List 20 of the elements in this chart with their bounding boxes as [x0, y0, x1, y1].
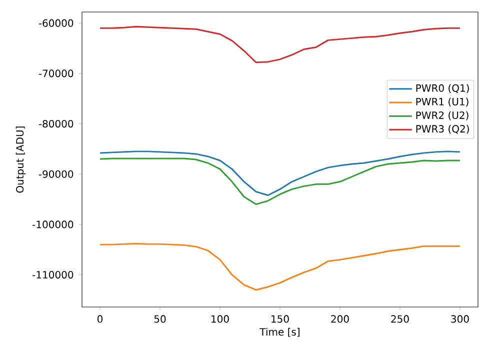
- legend-label: PWR2 (U2): [416, 111, 468, 120]
- y-axis-title: Output [ADU]: [16, 126, 26, 193]
- x-tick-label: 0: [97, 315, 103, 323]
- x-tick-label: 100: [212, 315, 229, 323]
- y-tick-label: -60000: [38, 19, 74, 27]
- y-tick-label: -100000: [32, 220, 74, 228]
- legend-label: PWR3 (Q2): [416, 124, 469, 134]
- line-series: [99, 26, 461, 64]
- x-tick-label: 200: [331, 315, 349, 323]
- x-tick-label: 250: [391, 315, 409, 323]
- y-tick-label: -80000: [38, 120, 74, 128]
- x-tick-label: 300: [451, 315, 469, 323]
- x-axis-title: Time [s]: [260, 328, 300, 337]
- y-tick-label: -70000: [38, 70, 74, 78]
- y-tick-label: -90000: [38, 170, 74, 178]
- legend-label: PWR0 (Q1): [416, 84, 469, 94]
- y-tick-label: -110000: [32, 271, 74, 279]
- x-tick-label: 150: [272, 315, 289, 323]
- legend-label: PWR1 (U1): [416, 98, 468, 107]
- x-tick-label: 50: [154, 315, 166, 323]
